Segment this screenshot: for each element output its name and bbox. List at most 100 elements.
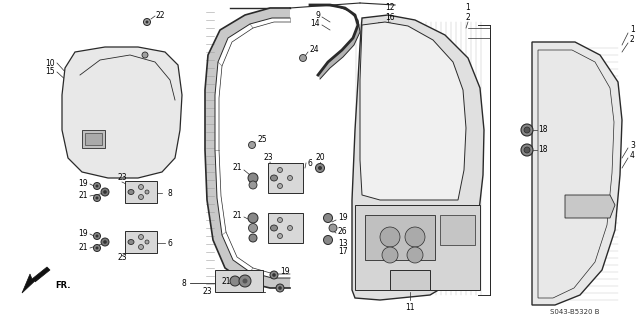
Circle shape: [278, 218, 282, 222]
Text: 21: 21: [232, 164, 242, 173]
Circle shape: [278, 167, 282, 173]
Circle shape: [272, 273, 276, 277]
Polygon shape: [565, 195, 615, 218]
Text: 19: 19: [338, 213, 348, 222]
Polygon shape: [22, 267, 50, 293]
Polygon shape: [205, 8, 290, 288]
Circle shape: [382, 247, 398, 263]
Ellipse shape: [128, 189, 134, 195]
Text: 9: 9: [315, 11, 320, 19]
Text: 12: 12: [385, 4, 395, 12]
Text: 14: 14: [310, 19, 320, 27]
Circle shape: [145, 20, 148, 24]
Circle shape: [287, 175, 292, 181]
Text: 23: 23: [117, 174, 127, 182]
Text: 21: 21: [79, 243, 88, 253]
Circle shape: [101, 188, 109, 196]
Text: 4: 4: [630, 151, 635, 160]
Text: 19: 19: [78, 180, 88, 189]
Text: 20: 20: [315, 153, 325, 162]
Circle shape: [239, 275, 251, 287]
Circle shape: [138, 234, 143, 240]
Text: 26: 26: [338, 227, 348, 236]
Text: FR.: FR.: [55, 280, 70, 290]
Circle shape: [103, 190, 107, 194]
Text: 8: 8: [181, 278, 186, 287]
Bar: [125, 181, 157, 203]
Polygon shape: [85, 133, 102, 145]
Ellipse shape: [128, 240, 134, 244]
Polygon shape: [82, 130, 105, 148]
Circle shape: [249, 234, 257, 242]
Circle shape: [380, 227, 400, 247]
Circle shape: [142, 52, 148, 58]
Circle shape: [278, 234, 282, 239]
Circle shape: [407, 247, 423, 263]
Circle shape: [278, 183, 282, 189]
Circle shape: [278, 286, 282, 290]
Text: 1: 1: [630, 26, 635, 34]
Circle shape: [138, 184, 143, 189]
Text: 2: 2: [466, 12, 470, 21]
Circle shape: [316, 164, 324, 173]
Text: 24: 24: [310, 46, 319, 55]
Circle shape: [524, 127, 530, 133]
Circle shape: [276, 284, 284, 292]
Polygon shape: [352, 15, 484, 300]
Text: 10: 10: [45, 58, 55, 68]
Circle shape: [101, 238, 109, 246]
Text: 6: 6: [168, 239, 173, 248]
Bar: [215, 270, 263, 292]
Polygon shape: [355, 205, 480, 290]
Circle shape: [93, 195, 100, 202]
Text: 25: 25: [258, 136, 268, 145]
Text: 11: 11: [405, 302, 415, 311]
Circle shape: [145, 240, 149, 244]
Text: 23: 23: [263, 153, 273, 162]
Polygon shape: [390, 270, 430, 290]
Circle shape: [248, 224, 257, 233]
Text: 19: 19: [78, 229, 88, 239]
Text: S043-B5320 B: S043-B5320 B: [550, 309, 600, 315]
Polygon shape: [62, 47, 182, 178]
Polygon shape: [440, 215, 475, 245]
Ellipse shape: [271, 225, 278, 231]
Text: 16: 16: [385, 12, 395, 21]
Text: 23: 23: [117, 254, 127, 263]
Circle shape: [323, 235, 333, 244]
Text: 1: 1: [466, 4, 470, 12]
Text: 19: 19: [280, 268, 290, 277]
Text: 8: 8: [168, 189, 173, 197]
Text: 6: 6: [307, 159, 312, 167]
Circle shape: [318, 166, 322, 170]
Text: 2: 2: [630, 35, 635, 44]
Polygon shape: [532, 42, 622, 305]
Text: 23: 23: [202, 287, 212, 296]
Circle shape: [249, 181, 257, 189]
Text: 15: 15: [45, 68, 55, 77]
Bar: [268, 163, 303, 193]
Circle shape: [95, 234, 99, 238]
Circle shape: [95, 247, 99, 249]
Circle shape: [524, 147, 530, 153]
Text: 21: 21: [232, 211, 242, 219]
Text: 18: 18: [538, 125, 547, 135]
Circle shape: [138, 195, 143, 199]
Circle shape: [95, 197, 99, 199]
Text: 18: 18: [538, 145, 547, 154]
Text: 21: 21: [222, 277, 232, 286]
Circle shape: [287, 226, 292, 231]
Circle shape: [145, 190, 149, 194]
Circle shape: [248, 173, 258, 183]
Text: 3: 3: [630, 140, 635, 150]
Ellipse shape: [271, 175, 278, 181]
Polygon shape: [365, 215, 435, 260]
Circle shape: [95, 184, 99, 188]
Circle shape: [300, 55, 307, 62]
Circle shape: [103, 240, 107, 244]
Polygon shape: [310, 5, 360, 79]
Text: 21: 21: [79, 191, 88, 201]
Circle shape: [329, 224, 337, 232]
Circle shape: [230, 276, 240, 286]
Circle shape: [93, 244, 100, 251]
